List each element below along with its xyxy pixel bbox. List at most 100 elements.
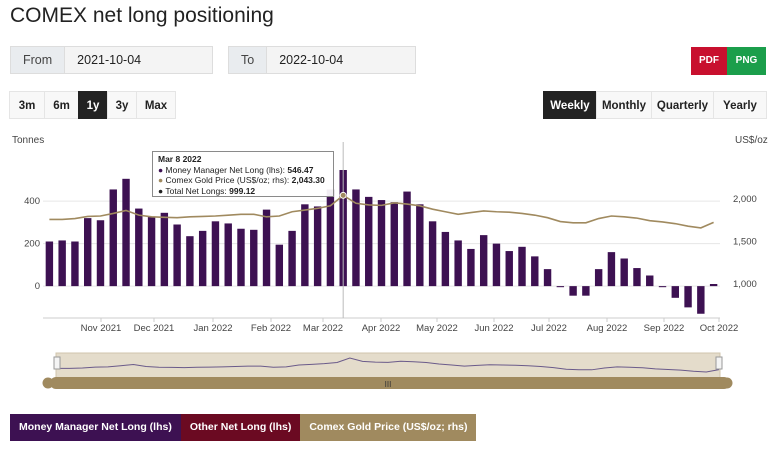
left-tick-label: 400	[24, 196, 40, 207]
mm-bar	[556, 286, 565, 288]
x-tick-label: Nov 2021	[81, 323, 122, 334]
mm-bar	[250, 229, 258, 287]
mm-bar	[71, 241, 79, 287]
period-yearly-button[interactable]: Yearly	[713, 91, 767, 119]
x-tick-label: Jul 2022	[531, 323, 567, 334]
mm-bar	[96, 220, 105, 287]
mm-bar	[403, 191, 411, 287]
navigator-scrollbar	[50, 377, 730, 389]
scroll-right-button	[721, 377, 733, 389]
left-tick-label: 200	[24, 239, 40, 250]
left-y-axis: 0 200 400	[24, 196, 40, 292]
x-tick-label: Jan 2022	[193, 323, 232, 334]
mm-bar	[607, 252, 616, 287]
export-png-button[interactable]: PNG	[727, 47, 766, 75]
export-pdf-button[interactable]: PDF	[691, 47, 727, 75]
tooltip-gold-row: ● Comex Gold Price (US$/oz; rhs): 2,043.…	[158, 175, 325, 185]
tooltip-gold-label: Comex Gold Price (US$/oz; rhs):	[165, 175, 292, 185]
to-date-input[interactable]: 2022-10-04	[267, 47, 415, 73]
mm-bar	[569, 286, 577, 296]
to-date-group: To 2022-10-04	[228, 46, 416, 74]
right-tick-label: 1,000	[733, 279, 757, 290]
mm-bar	[122, 178, 130, 287]
positioning-chart: 0 200 400 1,000 1,500 2,000 Nov 2021 Dec 2021…	[24, 142, 757, 389]
gold-price-line	[49, 191, 714, 229]
gold-price-polyline	[49, 194, 714, 229]
period-selector: Weekly Monthly Quarterly Yearly	[543, 91, 767, 119]
tooltip-gold-value: 2,043.30	[291, 175, 325, 185]
mm-bar	[365, 196, 373, 287]
gold-price-marker	[339, 191, 347, 199]
mm-bar	[377, 200, 386, 287]
tooltip-total-label: Total Net Longs:	[165, 185, 230, 196]
tooltip-date: Mar 8 2022	[158, 154, 202, 164]
x-tick-label: Mar 2022	[303, 323, 343, 334]
navigator: III	[42, 352, 733, 389]
mm-bar	[594, 269, 603, 287]
chart-tooltip: Mar 8 2022 ● Money Manager Net Long (lhs…	[152, 151, 334, 197]
mm-bar	[633, 268, 641, 287]
mm-bar	[147, 217, 156, 287]
scrollbar-grip: III	[385, 380, 392, 389]
mm-bars	[45, 142, 718, 318]
right-y-axis: 1,000 1,500 2,000	[733, 194, 757, 290]
mm-bar	[492, 243, 501, 287]
right-tick-label: 1,500	[733, 237, 757, 248]
legend-mm[interactable]: Money Manager Net Long (lhs)	[10, 414, 181, 441]
to-label: To	[229, 47, 268, 73]
mm-bar	[671, 286, 679, 298]
mm-bar	[428, 221, 437, 287]
tooltip-total-value: 999.12	[229, 185, 256, 196]
mm-bar	[173, 224, 181, 287]
mm-bar	[543, 269, 552, 287]
navigator-left-handle	[53, 356, 61, 370]
mm-bar	[135, 208, 143, 287]
mm-bar	[326, 189, 335, 287]
mm-bar	[186, 236, 194, 287]
mm-bar	[109, 189, 117, 287]
x-tick-label: Feb 2022	[251, 323, 291, 334]
mm-bar	[646, 275, 654, 287]
chart-legend: Money Manager Net Long (lhs) Other Net L…	[10, 414, 477, 441]
mm-bar	[454, 240, 462, 287]
mm-bar	[441, 231, 450, 287]
navigator-series	[57, 357, 720, 373]
mm-bar	[531, 256, 539, 287]
period-monthly-button[interactable]: Monthly	[596, 91, 652, 119]
range-3y-button[interactable]: 3y	[107, 91, 137, 119]
legend-other[interactable]: Other Net Long (lhs)	[180, 414, 301, 441]
right-tick-label: 2,000	[733, 194, 757, 205]
left-axis-unit: Tonnes	[12, 135, 45, 146]
range-3m-button[interactable]: 3m	[9, 91, 45, 119]
mm-bar	[582, 286, 590, 296]
mm-bar	[160, 212, 169, 287]
x-tick-label: Sep 2022	[644, 323, 685, 334]
x-tick-label: Oct 2022	[700, 323, 739, 334]
period-quarterly-button[interactable]: Quarterly	[651, 91, 714, 119]
range-6m-button[interactable]: 6m	[44, 91, 79, 119]
mm-bar	[709, 284, 718, 287]
period-weekly-button[interactable]: Weekly	[543, 91, 597, 119]
legend-gold[interactable]: Comex Gold Price (US$/oz; rhs)	[300, 414, 477, 441]
mm-bar	[505, 251, 513, 287]
left-tick-label: 0	[35, 281, 40, 292]
mm-bar	[620, 258, 628, 287]
x-tick-label: Apr 2022	[362, 323, 401, 334]
right-axis-unit: US$/oz	[735, 135, 768, 146]
x-tick-label: May 2022	[416, 323, 458, 334]
from-date-input[interactable]: 2021-10-04	[65, 47, 212, 73]
range-selector: 3m 6m 1y 3y Max	[9, 91, 176, 119]
scroll-left-button	[42, 377, 54, 389]
mm-bar	[416, 204, 424, 287]
tooltip-mm-label: Money Manager Net Long (lhs):	[165, 164, 288, 175]
mm-bar	[211, 221, 220, 287]
navigator-right-handle	[715, 356, 723, 370]
tooltip-mm-value: 546.47	[287, 164, 314, 175]
x-tick-label: Aug 2022	[587, 323, 628, 334]
mm-bar	[697, 286, 705, 314]
mm-bar	[352, 189, 360, 287]
mm-bar	[313, 206, 322, 287]
range-max-button[interactable]: Max	[136, 91, 176, 119]
mm-bar	[684, 286, 692, 308]
from-date-group: From 2021-10-04	[10, 46, 213, 74]
